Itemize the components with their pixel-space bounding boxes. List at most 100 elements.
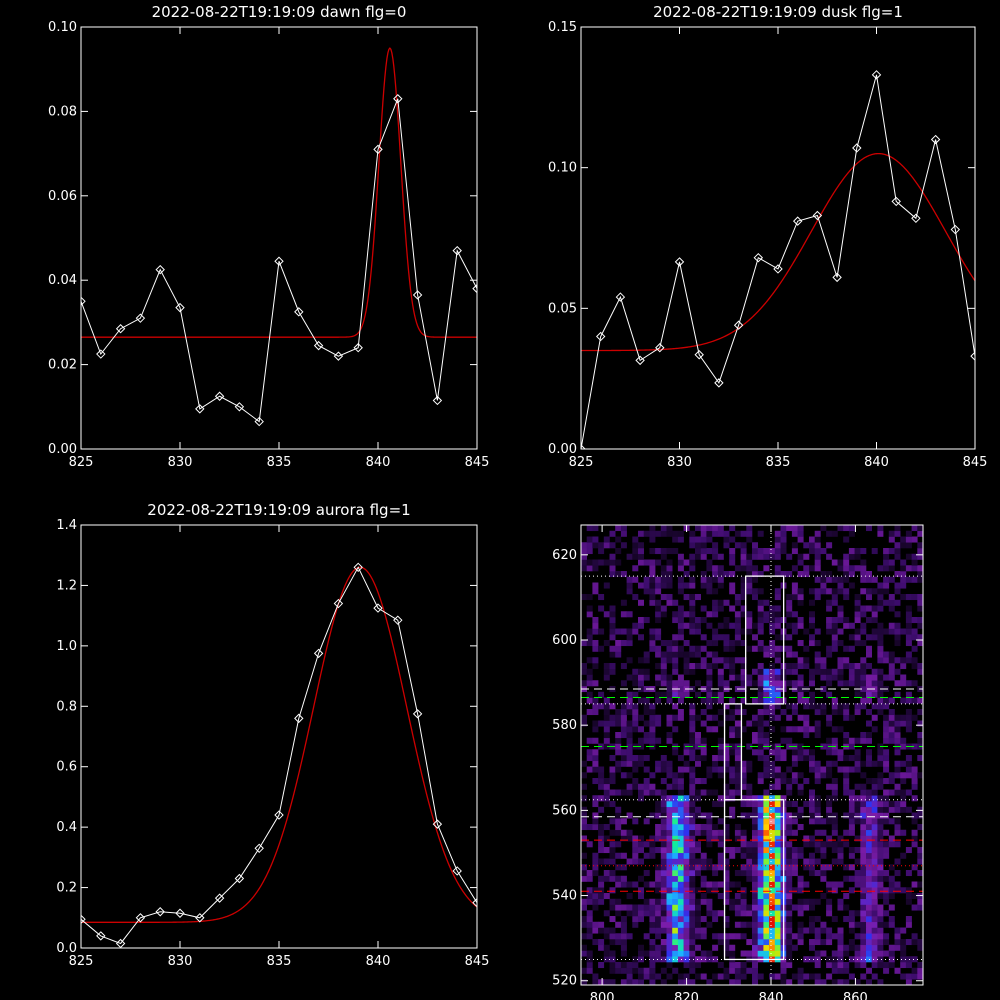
heatmap-cell [917,967,924,974]
heatmap-cell [632,755,639,762]
heatmap-cell [706,766,713,773]
heatmap-cell [712,789,719,796]
heatmap-cell [666,525,673,532]
heatmap-cell [746,674,753,681]
heatmap-cell [740,530,747,537]
heatmap-cell [683,824,690,831]
heatmap-cell [734,893,741,900]
heatmap-cell [871,818,878,825]
heatmap-cell [677,824,684,831]
heatmap-cell [598,795,605,802]
heatmap-cell [706,904,713,911]
heatmap-cell [848,829,855,836]
heatmap-cell [626,697,633,704]
heatmap-cell [791,818,798,825]
heatmap-cell [848,755,855,762]
heatmap-cell [695,870,701,877]
heatmap-cell [848,530,855,537]
heatmap-cell [848,812,855,819]
heatmap-cell [820,686,827,693]
heatmap-cell [809,812,815,819]
heatmap-cell [706,864,713,871]
heatmap-cell [774,875,781,882]
heatmap-cell [786,553,793,560]
heatmap-cell [883,841,890,848]
heatmap-cell [917,812,924,819]
heatmap-cell [700,927,707,934]
heatmap-cell [786,783,793,790]
heatmap-cell [797,806,804,813]
heatmap-cell [638,530,644,537]
heatmap-cell [586,525,593,532]
heatmap-cell [809,904,815,911]
heatmap-cell [666,950,673,957]
heatmap-cell [905,898,912,905]
heatmap-cell [649,732,656,739]
heatmap-cell [894,824,901,831]
heatmap-cell [700,973,707,980]
heatmap-cell [734,703,741,710]
heatmap-cell [729,898,736,905]
heatmap-cell [666,714,673,721]
heatmap-cell [917,542,924,549]
heatmap-cell [786,634,793,641]
heatmap-cell [769,743,776,750]
heatmap-cell [649,714,656,721]
heatmap-cell [666,645,673,652]
heatmap-cell [905,870,912,877]
heatmap-cell [831,668,838,675]
heatmap-cell [877,927,884,934]
heatmap-cell [712,565,719,572]
heatmap-cell [677,933,684,940]
heatmap-cell [877,594,884,601]
heatmap-cell [871,778,878,785]
heatmap-cell [638,617,644,624]
heatmap-cell [774,611,781,618]
heatmap-cell [729,553,736,560]
heatmap-cell [757,611,764,618]
heatmap-cell [866,720,872,727]
data-point [274,810,284,820]
heatmap-cell [752,904,758,911]
heatmap-cell [620,530,627,537]
heatmap-cell [763,921,770,928]
heatmap-cell [683,870,690,877]
heatmap-cell [683,812,690,819]
heatmap-cell [603,950,610,957]
heatmap-cell [729,772,736,779]
heatmap-cell [603,743,610,750]
heatmap-cell [877,709,884,716]
heatmap-cell [866,680,872,687]
heatmap-cell [860,870,867,877]
heatmap-cell [620,921,627,928]
heatmap-cell [803,657,810,664]
heatmap-cell [626,582,633,589]
data-point [891,196,901,207]
heatmap-cell [911,559,918,566]
heatmap-cell [677,686,684,693]
heatmap-cell [581,542,587,549]
heatmap-cell [797,881,804,888]
heatmap-cell [774,973,781,980]
heatmap-cell [632,668,639,675]
heatmap-cell [677,697,684,704]
heatmap-cell [695,927,701,934]
heatmap-cell [655,588,662,595]
heatmap-cell [615,536,622,543]
heatmap-cell [626,703,633,710]
heatmap-cell [598,921,605,928]
heatmap-cell [683,956,690,963]
heatmap-cell [706,686,713,693]
heatmap-cell [860,760,867,767]
heatmap-cell [894,599,901,606]
heatmap-cell [609,875,616,882]
heatmap-cell [774,622,781,629]
heatmap-cell [638,674,644,681]
heatmap-cell [638,737,644,744]
heatmap-cell [609,841,616,848]
heatmap-cell [752,875,758,882]
heatmap-cell [826,898,833,905]
heatmap-cell [797,726,804,733]
heatmap-cell [689,645,696,652]
heatmap-cell [786,870,793,877]
